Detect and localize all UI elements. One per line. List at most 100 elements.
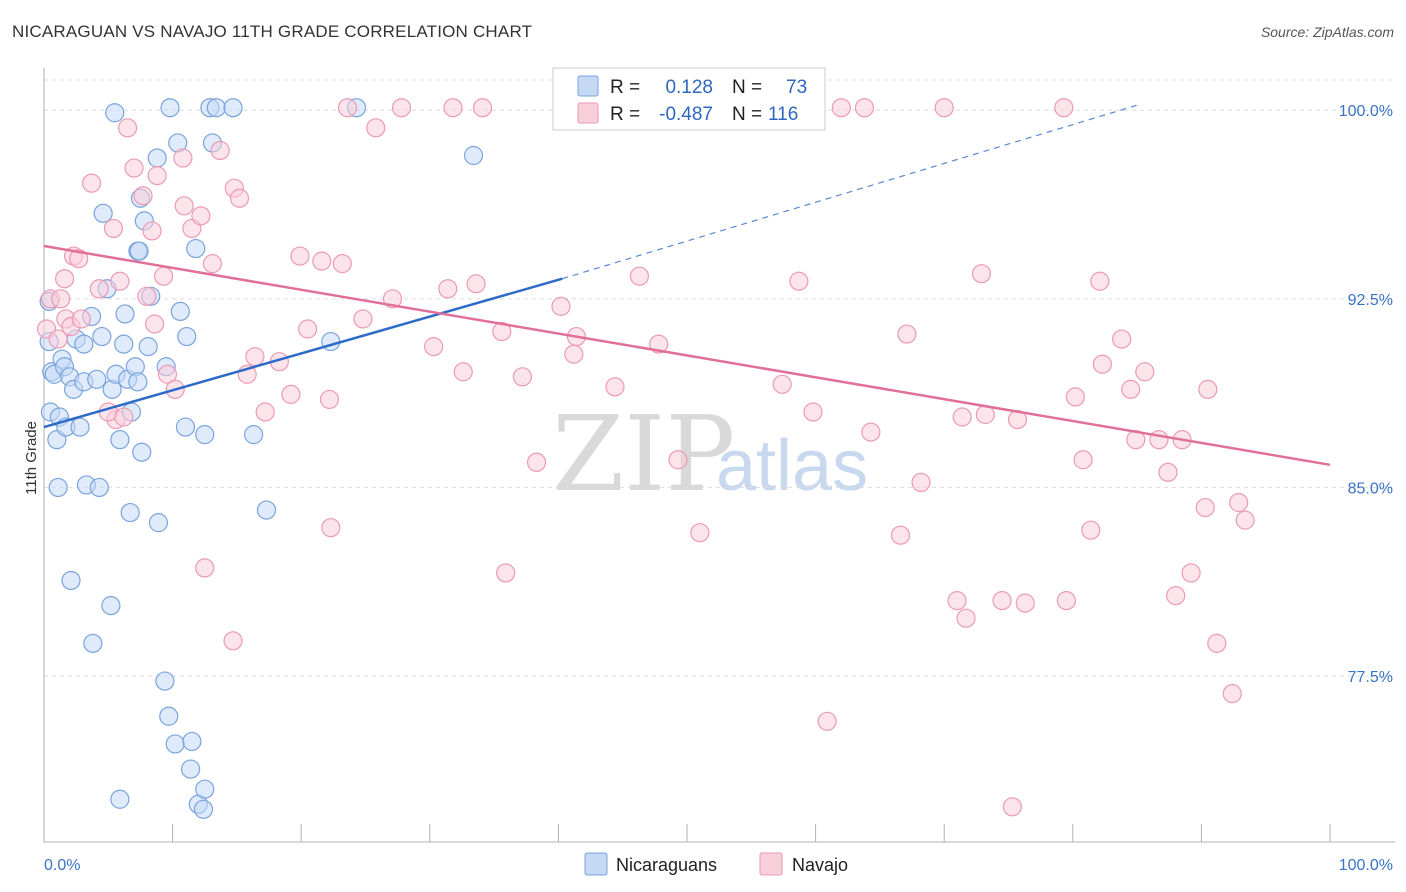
data-point <box>971 264 992 284</box>
data-point <box>290 246 310 266</box>
data-point <box>110 789 130 809</box>
data-point <box>223 631 243 651</box>
data-point <box>1235 510 1255 530</box>
data-point <box>83 633 103 653</box>
x-tick-label-max: 100.0% <box>1339 857 1393 874</box>
data-point <box>854 98 875 118</box>
data-point <box>256 500 277 520</box>
data-point <box>114 407 134 427</box>
data-point <box>229 188 250 208</box>
x-tick-label-min: 0.0% <box>44 857 80 874</box>
data-point <box>138 337 158 357</box>
legend-r-value-1: 0.128 <box>665 77 713 98</box>
data-point <box>897 324 917 344</box>
data-point <box>195 558 215 578</box>
chart-title: NICARAGUAN VS NAVAJO 11TH GRADE CORRELAT… <box>12 22 533 41</box>
data-point <box>159 706 179 726</box>
data-point <box>1054 98 1074 118</box>
data-point <box>54 269 75 289</box>
data-point <box>1222 684 1242 704</box>
data-point <box>1092 354 1112 374</box>
data-point <box>117 118 138 138</box>
data-point <box>165 734 185 754</box>
data-point <box>443 98 463 118</box>
data-point <box>115 304 135 324</box>
data-point <box>492 321 512 342</box>
legend-r-label-2: R = <box>610 104 640 125</box>
data-point <box>690 523 710 543</box>
y-tick-label: 92.5% <box>1348 292 1393 309</box>
data-point <box>332 254 352 274</box>
data-point <box>366 118 386 138</box>
bottom-legend-swatch-nicaraguans <box>584 852 608 876</box>
data-point <box>170 301 190 322</box>
data-point <box>312 251 332 271</box>
y-tick-label: 77.5% <box>1348 669 1393 686</box>
data-point <box>1065 387 1085 407</box>
legend-r-value-2: -0.487 <box>659 104 713 125</box>
data-point <box>1158 462 1178 482</box>
data-point <box>391 98 412 118</box>
bottom-legend-navajo: Navajo <box>792 855 848 875</box>
data-point <box>1207 633 1227 653</box>
data-point <box>629 266 650 286</box>
data-point <box>337 98 358 118</box>
y-axis-label: 11th Grade <box>23 421 40 495</box>
data-point <box>147 148 167 168</box>
data-point <box>144 314 165 334</box>
data-point <box>93 203 113 223</box>
data-point <box>321 518 341 538</box>
data-point <box>526 452 547 472</box>
data-point <box>319 389 340 410</box>
data-point <box>81 173 102 193</box>
data-point <box>137 286 157 306</box>
data-point <box>147 166 167 186</box>
data-point <box>1002 797 1022 817</box>
legend-swatch-navajo <box>577 102 599 124</box>
data-point <box>890 525 911 545</box>
data-point <box>831 98 851 118</box>
data-point <box>789 271 809 291</box>
data-point <box>87 369 107 389</box>
legend-n-value-2: 116 <box>768 104 798 125</box>
data-point <box>210 140 230 161</box>
data-point <box>61 570 81 591</box>
data-point <box>817 711 837 731</box>
data-point <box>103 218 124 239</box>
data-point <box>153 266 174 286</box>
data-point <box>947 590 967 611</box>
data-point <box>1135 362 1155 382</box>
data-point <box>132 442 152 462</box>
data-point <box>142 221 162 241</box>
stats-legend: R = 0.128 N = 73 R = -0.487 N = 116 <box>552 67 826 131</box>
axes <box>43 68 1395 843</box>
data-point <box>245 347 265 367</box>
data-point <box>496 563 516 583</box>
data-point <box>202 254 223 274</box>
data-point <box>48 477 68 498</box>
data-point <box>463 145 484 166</box>
data-point <box>48 329 68 349</box>
data-point <box>182 731 202 752</box>
data-point <box>89 279 109 299</box>
data-point <box>105 103 125 123</box>
data-point <box>453 362 473 382</box>
data-point <box>861 422 881 442</box>
data-point <box>551 296 571 316</box>
data-point <box>92 326 112 347</box>
y-tick-label: 100.0% <box>1339 103 1393 120</box>
data-point <box>70 417 90 437</box>
data-point <box>1198 379 1218 399</box>
data-point <box>512 367 532 387</box>
series-nicaraguans <box>39 98 484 819</box>
data-point <box>174 196 194 216</box>
data-point <box>129 241 149 261</box>
data-point <box>1056 590 1076 611</box>
data-point <box>1229 492 1249 513</box>
data-point <box>148 513 169 533</box>
trend-line-nicaraguans <box>43 277 563 429</box>
data-point <box>155 671 175 691</box>
data-point <box>128 372 148 392</box>
data-point <box>160 98 180 118</box>
